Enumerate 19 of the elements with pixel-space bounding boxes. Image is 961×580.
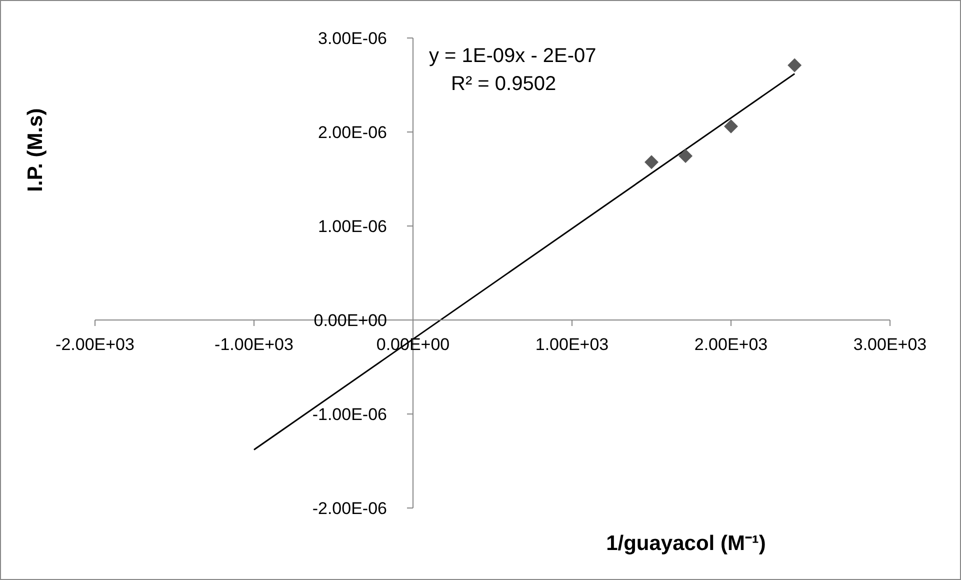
annotation: y = 1E-09x - 2E-07 <box>429 45 596 68</box>
x-tick-label: -2.00E+03 <box>56 335 134 354</box>
y-axis-title: I.P. (M.s) <box>24 107 48 194</box>
y-tick-label: 3.00E-06 <box>318 29 387 48</box>
y-tick-label: 0.00E+00 <box>314 311 387 330</box>
point <box>678 148 693 163</box>
x-tick-label: -1.00E+03 <box>214 335 294 354</box>
x-tick-label: 1.00E+03 <box>535 335 609 354</box>
y-tick-label: -1.00E-06 <box>312 405 387 424</box>
annotation: R² = 0.9502 <box>451 73 556 96</box>
y-tick-label: 1.00E-06 <box>318 217 387 236</box>
point <box>644 155 658 170</box>
y-tick-label: 2.00E-06 <box>318 123 387 142</box>
x-axis-title: 1/guayacol (M⁻¹) <box>605 531 767 556</box>
point <box>724 119 738 134</box>
point <box>788 58 802 72</box>
x-tick-label: 3.00E+03 <box>853 335 927 354</box>
x-tick-label: 2.00E+03 <box>694 335 768 354</box>
y-tick-label: -2.00E-06 <box>312 499 387 518</box>
